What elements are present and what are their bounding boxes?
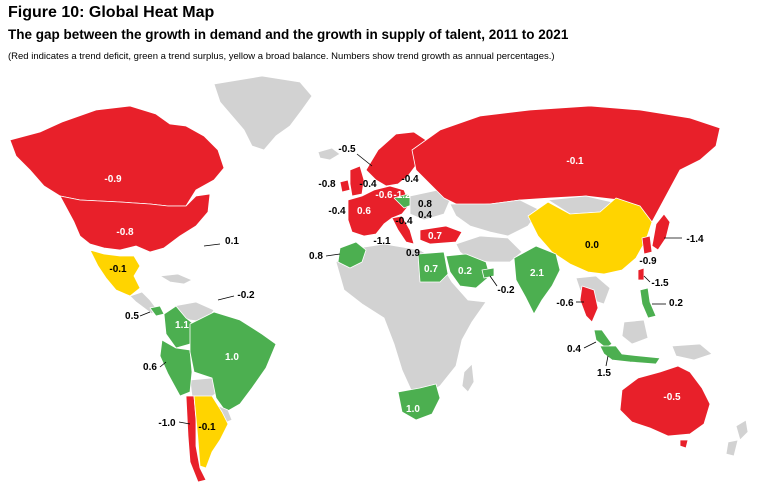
label-japan: -1.4 [686, 234, 704, 245]
region-india [513, 245, 561, 315]
leader-peru [159, 361, 167, 368]
label-italy: 0.9 [406, 248, 420, 259]
label-usa: -0.8 [116, 227, 134, 238]
region-philippines [639, 287, 657, 319]
label-mexico: -0.1 [109, 264, 127, 275]
region-korea [641, 235, 653, 255]
figure-subtitle: The gap between the growth in demand and… [8, 27, 569, 42]
label-netherlands: -0.6 [375, 190, 393, 201]
region-egypt [417, 251, 449, 283]
region-caribbean [159, 273, 193, 285]
label-colombia: 1.1 [175, 320, 189, 331]
leader-panama [139, 311, 151, 317]
label-philippines: 0.2 [669, 298, 683, 309]
region-morocco [337, 241, 367, 269]
region-uk [349, 165, 365, 197]
leader-indonesia [605, 355, 609, 367]
region-usa [59, 193, 211, 253]
label-egypt: 0.7 [424, 264, 438, 275]
leader-caribbean [217, 295, 235, 301]
label-morocco: 0.8 [309, 251, 323, 262]
region-africa [335, 243, 487, 397]
region-south-africa [397, 383, 441, 421]
label-panama: 0.5 [125, 311, 139, 322]
region-mexico [89, 249, 141, 297]
label-caribbean: -0.2 [237, 290, 255, 301]
region-australia [619, 365, 711, 437]
region-iceland [317, 147, 341, 161]
label-indonesia: 1.5 [597, 368, 611, 379]
region-brazil [189, 311, 277, 413]
region-italy [391, 215, 415, 245]
label-germany: -1.2 [393, 190, 411, 201]
region-uae [481, 267, 495, 279]
leader-uae [489, 275, 498, 287]
region-argentina [193, 395, 229, 469]
label-turkey: 0.7 [428, 231, 442, 242]
label-poland: 0.8 [418, 199, 432, 210]
region-new-zealand [725, 419, 749, 457]
label-saudi: 0.2 [458, 266, 472, 277]
region-madagascar [461, 363, 475, 393]
label-argentina: -0.1 [198, 422, 216, 433]
region-panama [149, 305, 165, 317]
label-taiwan: -1.5 [651, 278, 669, 289]
region-japan [651, 213, 671, 251]
label-norway: -0.5 [338, 144, 356, 155]
label-korea: -0.9 [639, 256, 657, 267]
region-peru [159, 339, 193, 397]
leader-atlantic [203, 243, 221, 247]
label-uae: -0.2 [497, 285, 515, 296]
region-saudi-arabia [445, 253, 491, 289]
leader-norway [356, 153, 373, 167]
label-spain: 0.6 [357, 206, 371, 217]
leader-chile [178, 421, 191, 425]
figure-title: Figure 10: Global Heat Map [8, 4, 215, 21]
region-canada [9, 105, 225, 207]
label-austria: 0.4 [418, 210, 432, 221]
label-portugal: -1.1 [373, 236, 391, 247]
figure-note: (Red indicates a trend deficit, green a … [8, 51, 555, 62]
region-taiwan [637, 267, 645, 281]
label-atlantic: 0.1 [225, 236, 239, 247]
label-malaysia: 0.4 [567, 344, 581, 355]
region-greenland [213, 75, 313, 151]
region-central-asia [449, 199, 541, 237]
region-turkey [419, 225, 463, 245]
region-tasmania [679, 439, 689, 449]
region-ireland [339, 179, 351, 193]
label-south-africa: 1.0 [406, 404, 420, 415]
label-canada: -0.9 [104, 174, 122, 185]
label-france: -0.4 [328, 206, 346, 217]
leader-malaysia [583, 341, 597, 349]
label-china: 0.0 [585, 240, 599, 251]
label-sweden: -0.4 [401, 174, 419, 185]
label-switzerland: -0.4 [395, 216, 413, 227]
region-indonesia [599, 345, 661, 365]
leader-taiwan [643, 275, 651, 283]
label-ireland: -0.8 [318, 179, 336, 190]
label-thailand: -0.6 [556, 298, 574, 309]
label-peru: 0.6 [143, 362, 157, 373]
region-malaysia [593, 329, 613, 349]
region-thailand [579, 285, 599, 323]
label-russia: -0.1 [566, 156, 584, 167]
label-chile: -1.0 [158, 418, 176, 429]
label-australia: -0.5 [663, 392, 681, 403]
label-india: 2.1 [530, 268, 544, 279]
label-uk: -0.4 [359, 179, 377, 190]
label-brazil: 1.0 [225, 352, 239, 363]
leader-morocco [325, 253, 341, 257]
region-new-guinea [621, 319, 713, 361]
region-china [527, 197, 653, 275]
